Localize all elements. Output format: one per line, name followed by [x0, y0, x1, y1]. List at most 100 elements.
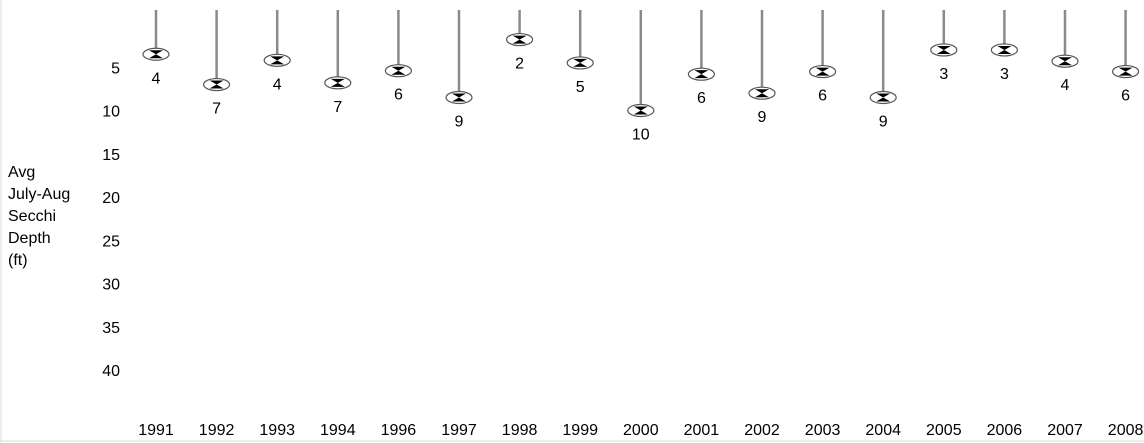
secchi-disk-quadrant-bottom [815, 71, 830, 76]
data-label: 9 [758, 109, 767, 126]
y-tick-label: 15 [102, 147, 120, 164]
secchi-disk-quadrant-bottom [755, 93, 769, 98]
secchi-disk-quadrant-top [512, 35, 527, 40]
x-tick-label: 1999 [562, 422, 598, 439]
secchi-disk-quadrant-bottom [512, 39, 527, 44]
secchi-disk-marker [445, 90, 473, 105]
y-axis-ticks: 5 10 15 20 25 30 35 40 [102, 60, 120, 380]
secchi-disk-quadrant-top [452, 93, 466, 98]
secchi-disk-quadrant-top [270, 56, 285, 61]
secchi-disk-marker [566, 56, 594, 70]
x-tick-label: 2004 [865, 422, 901, 439]
data-label: 9 [879, 114, 888, 131]
y-tick-label: 25 [102, 233, 120, 250]
secchi-disk-quadrant-top [936, 45, 951, 50]
secchi-disk-marker [324, 76, 352, 90]
data-label: 3 [939, 66, 948, 83]
secchi-disk-quadrant-top [633, 106, 648, 111]
secchi-disk-quadrant-bottom [330, 82, 345, 87]
secchi-disk-quadrant-top [209, 80, 224, 85]
secchi-disk-quadrant-bottom [1058, 61, 1072, 66]
secchi-disk-quadrant-bottom [452, 97, 466, 102]
secchi-disk-quadrant-top [330, 78, 345, 83]
x-tick-label: 2008 [1108, 422, 1144, 439]
data-label: 3 [1000, 66, 1009, 83]
secchi-ropes [154, 10, 1127, 111]
x-tick-label: 2000 [623, 422, 659, 439]
y-axis-label: Avg July-Aug Secchi Depth (ft) [8, 164, 70, 269]
y-tick-label: 10 [102, 104, 120, 121]
data-label: 4 [152, 70, 161, 87]
secchi-disk-quadrant-bottom [149, 54, 163, 59]
data-label: 7 [333, 99, 342, 116]
x-axis-ticks: 1991 1992 1993 1994 1996 1997 1998 1999 2000 2001… [138, 422, 1143, 439]
y-axis-label-line: (ft) [8, 252, 28, 269]
data-label: 5 [576, 79, 585, 96]
secchi-disk-quadrant-bottom [391, 70, 406, 75]
secchi-disk-marker [687, 67, 716, 81]
y-tick-label: 20 [102, 190, 120, 207]
secchi-disk-quadrant-bottom [209, 84, 224, 89]
secchi-disk-quadrant-top [876, 93, 891, 98]
secchi-disk-quadrant-bottom [573, 62, 588, 67]
x-tick-label: 2003 [805, 422, 841, 439]
secchi-disk-marker [505, 32, 534, 47]
secchi-disk-marker [142, 47, 170, 61]
y-axis-label-line: Avg [8, 164, 35, 181]
x-tick-label: 2007 [1047, 422, 1083, 439]
data-label: 4 [1061, 77, 1070, 94]
secchi-disk-quadrant-bottom [997, 49, 1012, 54]
secchi-disk-marker [808, 64, 837, 79]
secchi-disk-marker [990, 43, 1019, 57]
y-tick-label: 40 [102, 363, 120, 380]
y-tick-label: 5 [111, 60, 120, 77]
x-tick-label: 1993 [259, 422, 295, 439]
data-label: 6 [697, 90, 706, 107]
secchi-disk-quadrant-top [149, 50, 163, 55]
secchi-disk-marker [1111, 64, 1140, 79]
secchi-disk-quadrant-bottom [694, 74, 709, 79]
secchi-disk-marker [869, 90, 897, 105]
data-label: 6 [1121, 88, 1130, 105]
data-label: 10 [632, 127, 650, 144]
data-label: 2 [515, 56, 524, 73]
x-tick-label: 1991 [138, 422, 174, 439]
data-label: 6 [818, 88, 827, 105]
secchi-disk-quadrant-top [391, 66, 406, 71]
x-tick-label: 1996 [381, 422, 417, 439]
data-labels: 4 7 4 7 6 9 2 5 10 6 9 6 9 3 3 4 6 [152, 56, 1131, 144]
y-axis-label-line: Depth [8, 230, 51, 247]
data-label: 9 [455, 114, 464, 131]
secchi-disk-quadrant-bottom [936, 49, 951, 54]
secchi-disk-quadrant-bottom [1118, 71, 1133, 76]
secchi-disk-quadrant-bottom [270, 60, 285, 65]
x-tick-label: 2006 [987, 422, 1023, 439]
x-tick-label: 2002 [744, 422, 780, 439]
y-axis-label-line: July-Aug [8, 186, 70, 203]
data-label: 7 [212, 101, 221, 118]
y-tick-label: 35 [102, 320, 120, 337]
x-tick-label: 1998 [502, 422, 538, 439]
secchi-disk-marker [384, 64, 412, 78]
secchi-disk-marker [203, 77, 231, 92]
y-axis-label-line: Secchi [8, 208, 56, 225]
x-tick-label: 1994 [320, 422, 356, 439]
y-tick-label: 30 [102, 277, 120, 294]
x-tick-label: 1997 [441, 422, 477, 439]
secchi-disk-quadrant-top [1058, 57, 1072, 62]
secchi-disk-quadrant-top [1118, 67, 1133, 72]
secchi-disk-marker [930, 43, 958, 57]
secchi-disk-quadrant-top [997, 45, 1012, 50]
x-tick-label: 1992 [199, 422, 235, 439]
data-label: 6 [394, 87, 403, 104]
secchi-disk-quadrant-bottom [876, 97, 891, 102]
secchi-disk-marker [748, 86, 776, 100]
secchi-disk-quadrant-top [815, 67, 830, 72]
x-tick-label: 2005 [926, 422, 962, 439]
secchi-disk-marker [627, 103, 655, 118]
data-label: 4 [273, 76, 282, 93]
secchi-disk-quadrant-bottom [633, 110, 648, 115]
secchi-disk-quadrant-top [573, 58, 588, 63]
x-tick-label: 2001 [684, 422, 720, 439]
